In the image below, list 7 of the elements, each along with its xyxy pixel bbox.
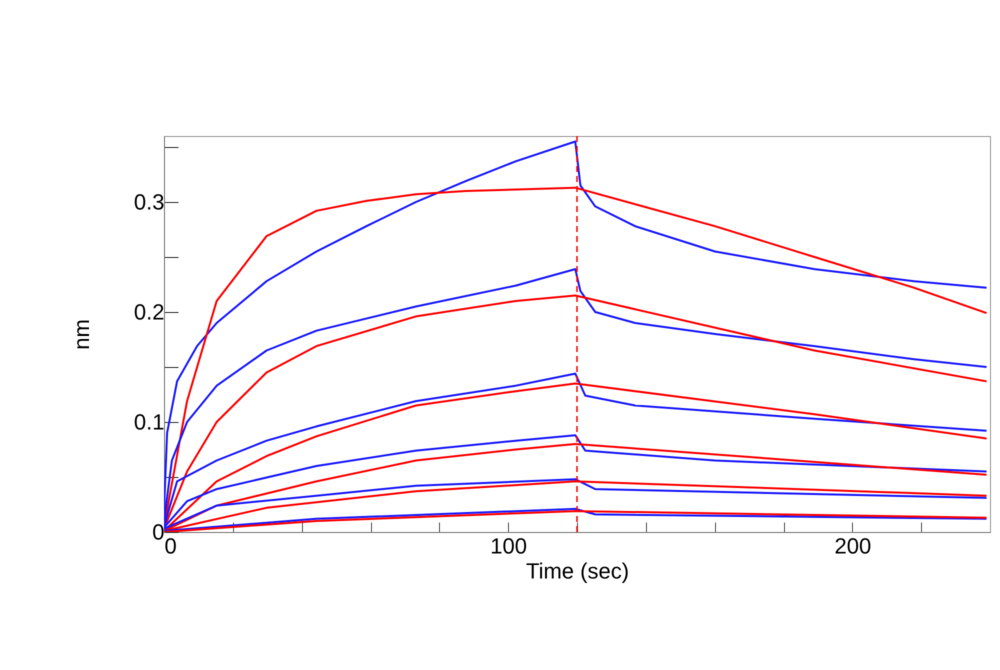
x-axis-title: Time (sec) — [526, 558, 630, 584]
x-tick-label: 100 — [490, 534, 528, 558]
y-tick-label: 0.2 — [134, 300, 164, 324]
y-axis-title: nm — [68, 319, 94, 350]
x-tick-label: 200 — [834, 534, 872, 558]
y-tick-label: 0.1 — [134, 410, 164, 434]
y-tick-label: 0.3 — [134, 190, 164, 214]
